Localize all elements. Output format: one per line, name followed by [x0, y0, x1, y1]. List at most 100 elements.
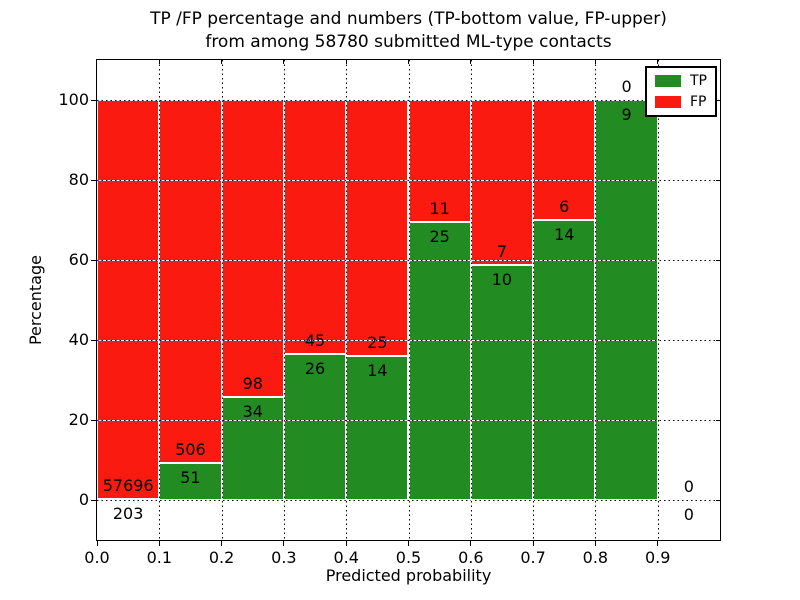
bar-label-fp-0.6-0.7: 7	[496, 241, 508, 261]
legend-row-TP: TP	[655, 74, 707, 88]
ytick-right-100	[716, 99, 720, 101]
ytick-label-40: 40	[68, 330, 89, 349]
xtick-bottom-0.1	[158, 541, 160, 546]
ytick-left-20	[91, 419, 96, 421]
bar-tp-0.2-0.3	[221, 396, 284, 500]
xtick-top-0.9	[657, 60, 659, 64]
legend: TP FP	[645, 66, 717, 117]
bar-label-fp-0.5-0.6: 11	[429, 199, 450, 219]
bar-label-tp-0.8-0.9: 9	[621, 105, 632, 124]
ytick-right-80	[716, 179, 720, 181]
xtick-top-0.4	[345, 60, 347, 64]
bar-label-fp-0.2-0.3: 98	[242, 373, 263, 393]
gridline-v-0.9	[658, 60, 659, 540]
xtick-top-0.8	[594, 60, 596, 64]
bar-label-tp-0.5-0.6: 25	[429, 227, 450, 247]
gridline-h-80	[97, 179, 720, 181]
gridline-v-0.6	[471, 60, 472, 540]
gridline-v-0.1	[159, 60, 160, 540]
ytick-right-0	[716, 499, 720, 501]
plot-area: 57696 203 506 51 98 34 45 26 25 14 11 25 7 10 6 14 0 9 0 0	[96, 59, 721, 541]
bar-tp-0.4-0.5	[346, 356, 409, 500]
gridline-v-0.7	[533, 60, 534, 540]
xtick-top-0.1	[158, 60, 160, 64]
bar-tp-0.6-0.7	[470, 264, 534, 500]
gridline-h-20	[97, 419, 720, 421]
bar-fp-0.5-0.6	[408, 100, 471, 223]
ytick-label-0: 0	[78, 490, 89, 509]
bar-label-tp-0.6-0.7: 10	[491, 269, 513, 289]
xtick-top-0.3	[283, 60, 285, 64]
ytick-left-40	[91, 339, 96, 341]
ytick-label-100: 100	[58, 90, 89, 109]
legend-label-fp: FP	[690, 94, 707, 110]
bar-label-tp-0.1-0.2: 51	[180, 468, 201, 488]
bar-label-fp-0.9-1.0: 0	[683, 477, 694, 496]
ytick-right-60	[716, 259, 720, 261]
ytick-left-0	[91, 499, 96, 501]
xtick-bottom-0.2	[221, 541, 223, 546]
xtick-label-0.6: 0.6	[458, 548, 484, 567]
xtick-label-0.1: 0.1	[146, 548, 173, 567]
xtick-label-0.4: 0.4	[333, 548, 359, 567]
xtick-label-0.8: 0.8	[582, 548, 609, 567]
ytick-left-60	[91, 259, 96, 261]
xtick-bottom-0.7	[532, 541, 534, 546]
legend-swatch-tp	[655, 75, 681, 87]
bar-label-tp-0.4-0.5: 14	[367, 361, 388, 381]
bar-tp-0.7-0.8	[533, 220, 596, 500]
xtick-label-0.5: 0.5	[395, 548, 422, 567]
bar-label-fp-0.8-0.9: 0	[621, 77, 632, 96]
legend-label-tp: TP	[690, 73, 707, 89]
gridline-v-0.2	[222, 60, 223, 540]
xtick-label-0.9: 0.9	[644, 548, 671, 567]
gridline-h-40	[97, 339, 720, 341]
ytick-left-100	[91, 99, 96, 101]
legend-row-FP: FP	[655, 95, 707, 109]
xtick-top-0.6	[470, 60, 472, 64]
xtick-top-0.2	[221, 60, 223, 64]
y-axis-label: Percentage	[26, 255, 45, 346]
ytick-right-20	[716, 419, 720, 421]
xtick-label-0.2: 0.2	[208, 548, 235, 567]
bar-label-tp-0.7-0.8: 14	[554, 225, 575, 244]
bar-fp-0.0-0.1	[97, 100, 160, 499]
bar-fp-0.3-0.4	[283, 100, 347, 354]
bar-label-tp-0.2-0.3: 34	[242, 401, 263, 421]
bar-label-fp-0.7-0.8: 6	[559, 197, 570, 216]
bar-label-tp-0.3-0.4: 26	[304, 358, 326, 378]
bar-fp-0.2-0.3	[221, 100, 284, 397]
xtick-bottom-0.6	[470, 541, 472, 546]
gridline-h-60	[97, 259, 720, 261]
ytick-left-80	[91, 179, 96, 181]
bar-label-fp-0.3-0.4: 45	[304, 330, 326, 350]
xtick-bottom-0.9	[657, 541, 659, 546]
gridline-h-0	[97, 499, 720, 501]
bar-tp-0.5-0.6	[408, 222, 471, 500]
xtick-label-0.7: 0.7	[520, 548, 546, 567]
bar-label-tp-0.0-0.1: 203	[112, 503, 144, 523]
legend-swatch-fp	[655, 96, 681, 108]
chart-title: TP /FP percentage and numbers (TP-bottom…	[96, 8, 721, 54]
bar-fp-0.4-0.5	[346, 100, 409, 357]
bar-label-fp-0.4-0.5: 25	[367, 333, 388, 353]
gridline-v-0.3	[284, 60, 285, 540]
x-axis-label: Predicted probability	[325, 566, 492, 585]
bar-fp-0.7-0.8	[533, 100, 596, 220]
ytick-label-80: 80	[68, 170, 89, 189]
xtick-bottom-0.3	[283, 541, 285, 546]
chart-title-line2: from among 58780 submitted ML-type conta…	[205, 32, 612, 52]
gridline-v-0.4	[346, 60, 347, 540]
ytick-label-20: 20	[68, 410, 89, 429]
xtick-top-0.7	[532, 60, 534, 64]
ytick-right-40	[716, 339, 720, 341]
bar-label-fp-0.0-0.1: 57696	[102, 475, 154, 495]
xtick-bottom-0.0	[96, 541, 98, 546]
xtick-label-0.0: 0.0	[84, 548, 110, 567]
bar-label-fp-0.1-0.2: 506	[175, 440, 206, 460]
xtick-top-0.5	[408, 60, 409, 64]
chart-title-line1: TP /FP percentage and numbers (TP-bottom…	[150, 9, 667, 29]
bar-label-tp-0.9-1.0: 0	[683, 505, 694, 524]
gridline-v-0.5	[409, 60, 410, 540]
